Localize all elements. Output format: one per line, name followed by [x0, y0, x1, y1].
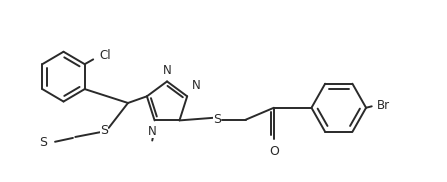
Text: N: N	[192, 80, 201, 92]
Text: Br: Br	[376, 99, 389, 112]
Text: S: S	[213, 113, 221, 126]
Text: S: S	[39, 136, 47, 149]
Text: N: N	[163, 64, 171, 77]
Text: N: N	[148, 125, 156, 138]
Text: O: O	[269, 145, 279, 158]
Text: S: S	[101, 124, 109, 137]
Text: Cl: Cl	[100, 49, 111, 62]
